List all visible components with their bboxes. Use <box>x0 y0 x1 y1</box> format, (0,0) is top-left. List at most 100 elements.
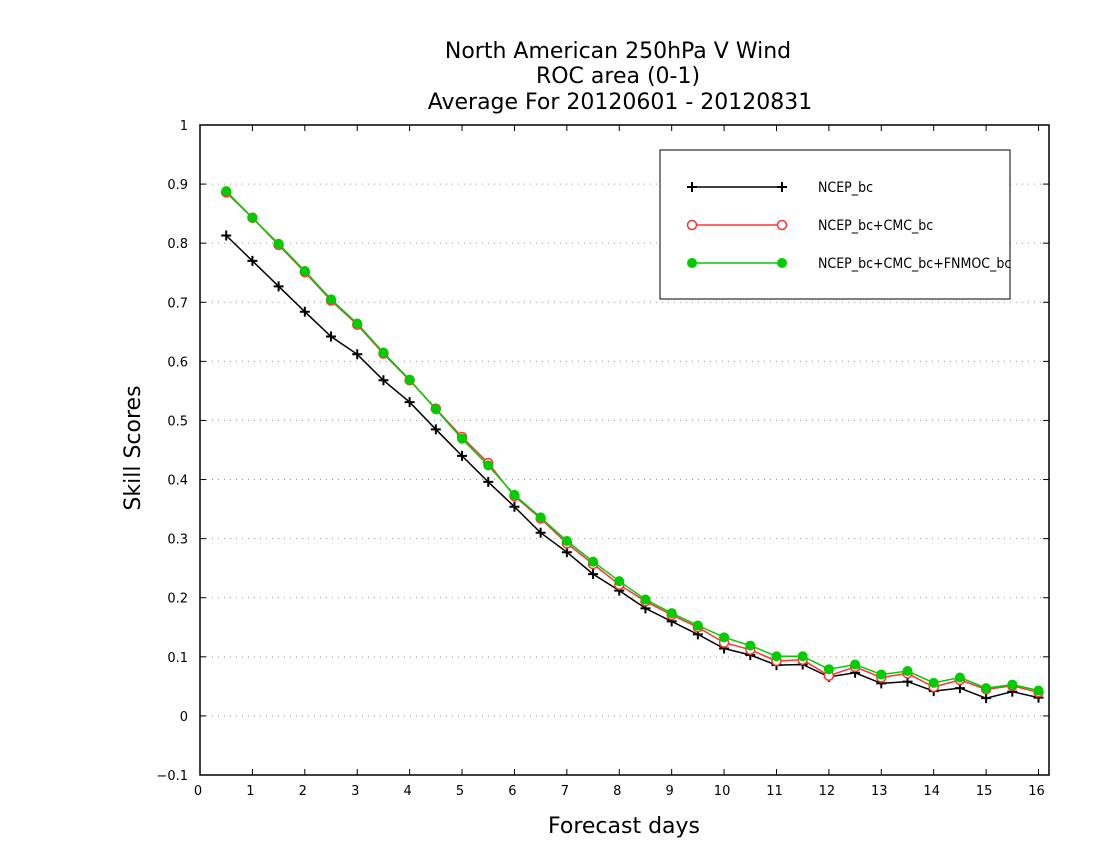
data-point <box>247 255 258 266</box>
data-point <box>692 620 703 631</box>
chart-title: North American 250hPa V Wind ROC area (0… <box>428 39 813 115</box>
x-tick-label: 11 <box>766 784 783 799</box>
chart-title-line-2: ROC area (0-1) <box>536 64 700 89</box>
x-tick-label: 1 <box>246 784 254 799</box>
data-point <box>273 238 284 249</box>
data-point <box>299 265 310 276</box>
x-tick-label: 14 <box>923 784 940 799</box>
x-tick-label: 0 <box>194 784 202 799</box>
legend-marker <box>687 182 697 192</box>
x-tick-label: 13 <box>871 784 888 799</box>
data-point <box>902 666 913 676</box>
legend-label: NCEP_bc+CMC_bc+FNMOC_bc <box>818 256 1011 272</box>
data-point <box>745 640 756 651</box>
x-tick-label: 8 <box>613 784 621 799</box>
data-point <box>535 527 546 538</box>
data-point <box>378 347 389 358</box>
chart-title-line-1: North American 250hPa V Wind <box>445 39 791 64</box>
data-point <box>404 374 415 385</box>
y-tick-label: 0 <box>180 710 188 725</box>
legend-marker <box>686 219 698 231</box>
data-point <box>771 651 782 662</box>
y-tick-label: 0.8 <box>167 237 188 252</box>
data-point <box>666 608 677 619</box>
x-tick-label: 16 <box>1028 784 1045 799</box>
data-point <box>1007 679 1018 690</box>
x-tick-label: 2 <box>299 784 307 799</box>
x-tick-label: 15 <box>976 784 993 799</box>
legend-item-1: NCEP_bc+CMC_bc <box>686 218 933 234</box>
data-point <box>981 683 992 694</box>
chart-title-line-3: Average For 20120601 - 20120831 <box>428 90 813 115</box>
plot-area-border <box>199 124 1050 776</box>
data-point <box>273 281 284 292</box>
x-tick-label: 12 <box>819 784 836 799</box>
x-tick-label: 6 <box>508 784 516 799</box>
x-tick-label: 7 <box>561 784 569 799</box>
data-point <box>928 677 939 688</box>
legend-marker <box>777 182 787 192</box>
data-point <box>509 489 520 500</box>
data-point <box>588 556 599 567</box>
data-point <box>1033 685 1044 696</box>
x-axis-ticks: 0 1 2 3 4 5 6 7 8 9 10 11 12 13 14 15 16 <box>194 125 1045 799</box>
data-point <box>876 669 887 680</box>
data-point <box>299 306 310 317</box>
series-2 <box>221 186 1044 696</box>
data-point <box>719 632 730 643</box>
legend-marker <box>777 258 787 268</box>
data-point <box>483 460 494 471</box>
y-axis-ticks: −0.1 0 0.1 0.2 0.3 0.4 0.5 0.6 0.7 0.8 0.9 1 <box>156 119 1049 784</box>
data-point <box>221 230 232 241</box>
data-point <box>954 672 965 683</box>
x-axis-label: Forecast days <box>548 814 700 839</box>
data-point <box>509 501 520 512</box>
series-0 <box>221 230 1044 704</box>
legend-item-0: NCEP_bc <box>687 180 873 196</box>
data-point <box>561 536 572 546</box>
data-point <box>247 212 258 223</box>
data-point <box>430 404 441 415</box>
x-tick-label: 4 <box>403 784 411 799</box>
data-point <box>561 547 572 558</box>
data-point <box>457 433 468 444</box>
legend-marker <box>776 219 788 231</box>
y-axis-label: Skill Scores <box>121 385 146 510</box>
data-point <box>430 424 441 435</box>
data-point <box>797 651 808 662</box>
y-tick-label: 0.9 <box>167 178 188 193</box>
data-point <box>640 594 651 605</box>
plot-frame <box>199 124 1050 776</box>
data-point <box>981 693 992 704</box>
data-point <box>457 450 468 461</box>
legend: NCEP_bc NCEP_bc+CMC_bc NCEP_bc+CMC_bc+FNMO… <box>659 149 1011 300</box>
y-tick-label: 0.5 <box>167 414 188 429</box>
y-tick-label: 0.6 <box>167 355 188 370</box>
data-point <box>823 664 834 675</box>
data-point <box>352 318 363 329</box>
data-point <box>326 331 337 342</box>
data-point <box>850 659 861 670</box>
legend-items: NCEP_bc NCEP_bc+CMC_bc NCEP_bc+CMC_bc+FNMO… <box>686 180 1011 272</box>
legend-item-2: NCEP_bc+CMC_bc+FNMOC_bc <box>687 256 1011 272</box>
data-point <box>352 349 363 360</box>
y-tick-label: −0.1 <box>156 769 188 784</box>
x-tick-label: 3 <box>351 784 359 799</box>
data-point <box>483 476 494 487</box>
y-tick-label: 0.4 <box>167 474 188 489</box>
data-point <box>326 294 337 305</box>
x-tick-label: 10 <box>714 784 731 799</box>
data-point <box>614 576 625 587</box>
y-tick-label: 0.3 <box>167 533 188 548</box>
data-point <box>588 569 599 580</box>
series-line <box>225 234 1039 699</box>
x-tick-label: 9 <box>666 784 674 799</box>
legend-label: NCEP_bc+CMC_bc <box>818 218 933 234</box>
data-point <box>221 186 232 197</box>
data-series <box>220 186 1044 704</box>
data-point <box>535 512 546 523</box>
y-tick-label: 0.1 <box>167 651 188 666</box>
data-point <box>378 375 389 386</box>
x-tick-label: 5 <box>456 784 464 799</box>
